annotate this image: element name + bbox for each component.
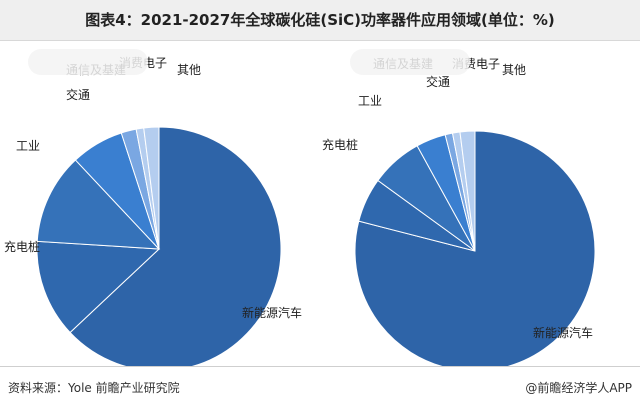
pie-2-label-1: 新能源汽车: [533, 325, 593, 340]
pie-charts: 新能源汽车充电桩工业交通通信及基建消费电子其他新能源汽车充电桩工业交通通信及基建…: [4, 56, 596, 372]
pie-1-label-3: 工业: [16, 139, 40, 153]
pie-2-label-4: 交通: [426, 74, 450, 89]
pie-1-label-7: 其他: [177, 63, 201, 77]
pie-2-slice-7: [459, 130, 476, 252]
pie-1-label-2: 充电桩: [4, 239, 40, 254]
pie-2-label-3: 工业: [358, 94, 382, 108]
chart-title: 图表4：2021-2027年全球碳化硅(SiC)功率器件应用领域(单位：%): [85, 11, 555, 29]
chart-area: 新能源汽车充电桩工业交通通信及基建消费电子其他新能源汽车充电桩工业交通通信及基建…: [0, 41, 640, 372]
pie-2-label-7: 其他: [502, 63, 526, 77]
watermark-right: [350, 49, 470, 75]
pie-1-label-1: 新能源汽车: [242, 305, 302, 320]
pie-1: [36, 126, 282, 372]
source-note: 资料来源：Yole 前瞻产业研究院: [8, 381, 180, 395]
pie-1-slice-2: [36, 240, 161, 334]
footer: 资料来源：Yole 前瞻产业研究院 @前瞻经济学人APP: [0, 366, 640, 410]
pie-1-slice-3: [36, 159, 161, 250]
pie-1-label-4: 交通: [66, 87, 90, 102]
brand-label: @前瞻经济学人APP: [525, 381, 632, 395]
pie-2: [354, 130, 596, 372]
title-bar: 图表4：2021-2027年全球碳化硅(SiC)功率器件应用领域(单位：%): [0, 0, 640, 41]
watermark-left: [28, 49, 148, 75]
pie-2-label-2: 充电桩: [322, 137, 358, 152]
pie-1-slice-7: [143, 126, 160, 250]
